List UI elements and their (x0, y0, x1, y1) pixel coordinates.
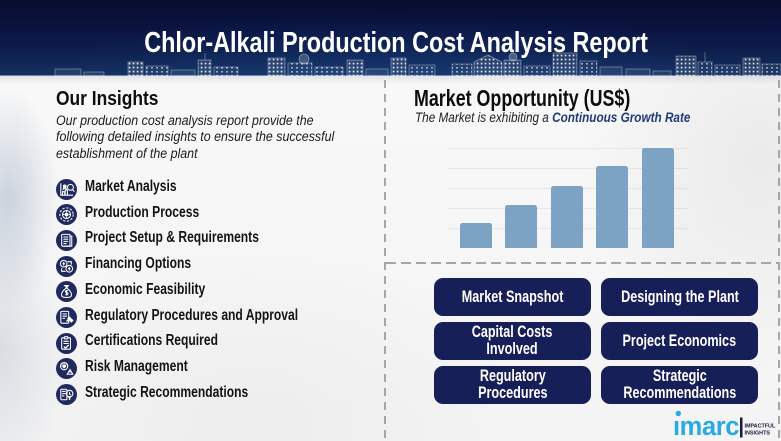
svg-text:ımarc: ımarc (673, 413, 739, 439)
svg-text:INSIGHTS: INSIGHTS (745, 431, 771, 437)
svg-text:IMPACTFUL: IMPACTFUL (745, 424, 776, 430)
